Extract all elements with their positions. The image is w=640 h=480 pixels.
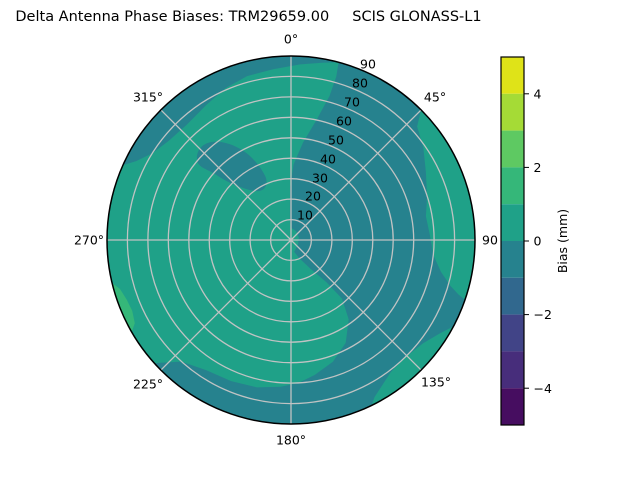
radial-tick-10: 10 [297,208,313,223]
radial-tick-30: 30 [312,171,328,186]
colorbar-band [501,130,524,168]
contour-region-negative-blob [196,141,267,192]
colorbar-band [501,167,524,205]
plot-title: Delta Antenna Phase Biases: TRM29659.00 … [15,9,482,25]
colorbar-band [501,277,524,315]
radial-tick-40: 40 [320,152,336,167]
radial-tick-80: 80 [352,76,368,91]
radial-tick-60: 60 [336,114,352,129]
radial-tick-90: 90 [360,57,376,72]
colorbar-band [501,204,524,241]
radial-tick-50: 50 [328,133,344,148]
contour-region-green-sliver [112,282,135,332]
polar-grid-spoke [290,109,422,241]
azimuth-label-225: 225° [133,377,163,392]
azimuth-label-315: 315° [133,90,163,105]
azimuth-label-90: 90 [482,233,498,248]
colorbar-band [501,314,524,352]
colorbar-band [501,388,524,425]
colorbar: 4 2 0 −2 −4 Bias (mm) [500,56,570,426]
polar-grid-spoke [290,239,422,371]
colorbar-band [501,57,524,94]
radial-tick-20: 20 [305,189,321,204]
azimuth-label-0: 0° [284,32,298,47]
colorbar-tick-neg4: −4 [534,381,552,396]
polar-grid-spoke [160,109,292,241]
colorbar-tick-4: 4 [534,86,542,101]
radial-tick-70: 70 [344,95,360,110]
azimuth-label-135: 135° [421,375,451,390]
polar-grid-spoke [160,239,292,371]
contour-region-negative-main [154,62,466,425]
azimuth-label-270: 270° [74,233,104,248]
contour-region-negative-top-rim-band [122,56,339,166]
colorbar-band [501,93,524,131]
colorbar-tick-2: 2 [534,160,542,175]
colorbar-tick-neg2: −2 [534,307,552,322]
colorbar-tick-0: 0 [534,234,542,249]
polar-rim-circle [106,55,476,425]
colorbar-band [501,351,524,389]
azimuth-label-45: 45° [424,90,446,105]
colorbar-axis-label: Bias (mm) [555,209,570,273]
azimuth-label-180: 180° [276,433,306,448]
colorbar-band [501,241,524,278]
polar-grid [107,56,475,424]
